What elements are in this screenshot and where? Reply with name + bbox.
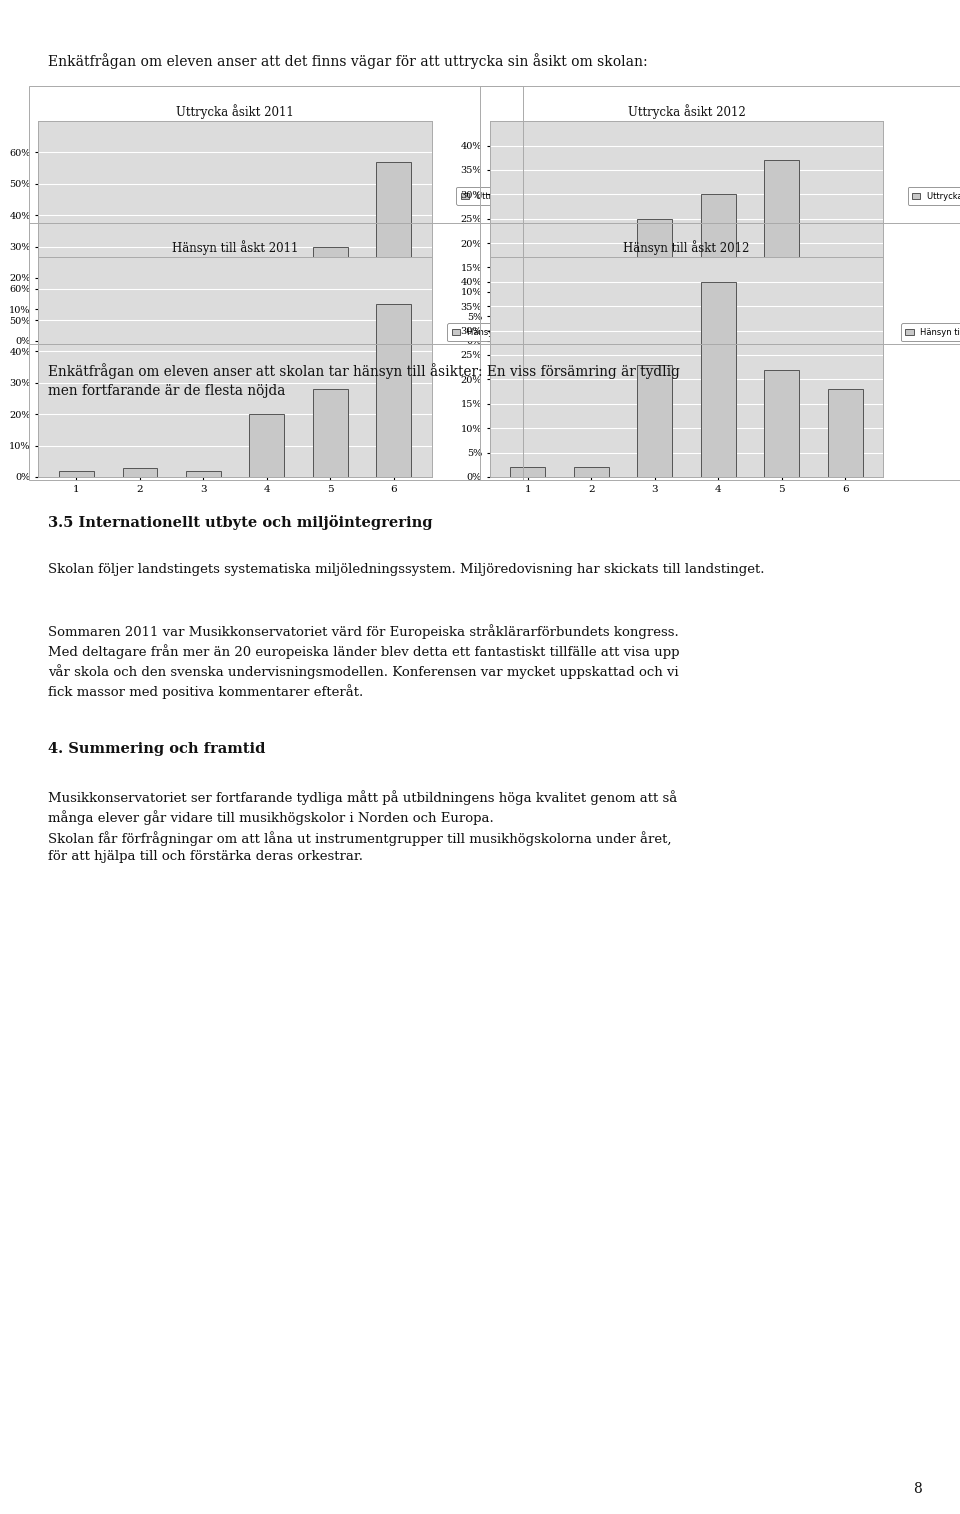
Bar xyxy=(250,415,284,477)
Bar xyxy=(828,389,863,477)
Bar xyxy=(637,218,672,341)
Legend: Hänsyn till åsikt: Hänsyn till åsikt xyxy=(447,322,538,341)
Text: Musikkonservatoriet ser fortfarande tydliga mått på utbildningens höga kvalitet : Musikkonservatoriet ser fortfarande tydl… xyxy=(48,790,677,863)
Bar xyxy=(186,335,221,341)
Bar xyxy=(764,369,799,477)
Bar xyxy=(637,365,672,477)
Text: Skolan följer landstingets systematiska miljöledningssystem. Miljöredovisning ha: Skolan följer landstingets systematiska … xyxy=(48,563,764,577)
Bar xyxy=(376,162,412,341)
Text: Enkätfrågan om eleven anser att det finns vägar för att uttrycka sin åsikt om sk: Enkätfrågan om eleven anser att det finn… xyxy=(48,53,648,68)
Bar xyxy=(59,335,94,341)
Legend: Uttrycka åsikt: Uttrycka åsikt xyxy=(907,186,960,204)
Bar xyxy=(510,336,545,341)
Text: Sommaren 2011 var Musikkonservatoriet värd för Europeiska stråklärarförbundets k: Sommaren 2011 var Musikkonservatoriet vä… xyxy=(48,624,680,699)
Title: Hänsyn till åskt 2011: Hänsyn till åskt 2011 xyxy=(172,239,299,254)
Bar xyxy=(828,301,863,341)
Title: Uttrycka åsikt 2011: Uttrycka åsikt 2011 xyxy=(177,103,294,118)
Title: Hänsyn till åskt 2012: Hänsyn till åskt 2012 xyxy=(623,239,750,254)
Bar xyxy=(123,332,157,341)
Legend: Hänsyn till åskt: Hänsyn till åskt xyxy=(901,322,960,341)
Text: 8: 8 xyxy=(913,1482,922,1496)
Bar xyxy=(186,471,221,477)
Text: 4. Summering och framtid: 4. Summering och framtid xyxy=(48,742,265,755)
Bar xyxy=(123,468,157,477)
Bar xyxy=(574,316,609,341)
Bar xyxy=(764,160,799,341)
Text: 3.5 Internationellt utbyte och miljöintegrering: 3.5 Internationellt utbyte och miljöinte… xyxy=(48,515,433,530)
Bar xyxy=(313,247,348,341)
Bar xyxy=(701,194,735,341)
Title: Uttrycka åsikt 2012: Uttrycka åsikt 2012 xyxy=(628,103,745,118)
Text: Enkätfrågan om eleven anser att skolan tar hänsyn till åsikter: En viss försämri: Enkätfrågan om eleven anser att skolan t… xyxy=(48,363,680,398)
Bar xyxy=(376,304,412,477)
Bar xyxy=(574,468,609,477)
Bar xyxy=(313,389,348,477)
Bar xyxy=(59,471,94,477)
Bar xyxy=(510,468,545,477)
Bar xyxy=(701,282,735,477)
Legend: Uttrycka åsikt: Uttrycka åsikt xyxy=(456,186,538,204)
Bar xyxy=(250,303,284,341)
